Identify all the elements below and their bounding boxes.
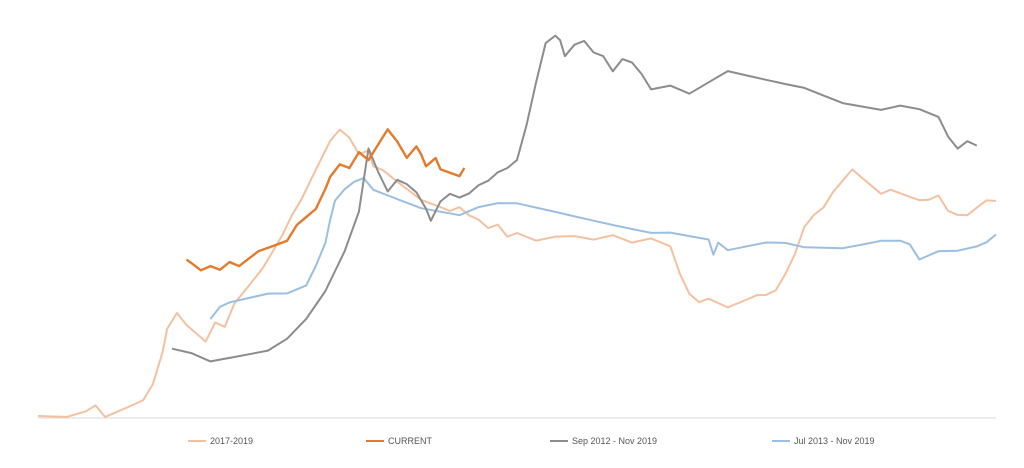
series-line-jul-2013-nov-2019	[209, 177, 997, 320]
series-line-2017-2019	[37, 128, 997, 418]
legend-label-2017-2019: 2017-2019	[210, 436, 253, 446]
legend-item: CURRENT	[366, 436, 433, 446]
series-layer	[37, 34, 997, 418]
legend-label-jul-2013: Jul 2013 - Nov 2019	[794, 436, 875, 446]
legend-item: Jul 2013 - Nov 2019	[772, 436, 875, 446]
legend: 2017-2019 CURRENT Sep 2012 - Nov 2019 Ju…	[188, 436, 875, 446]
series-line-sep-2012-nov-2019	[171, 34, 978, 363]
plot-area	[37, 34, 997, 419]
legend-item: Sep 2012 - Nov 2019	[550, 436, 657, 446]
series-line-current	[185, 128, 466, 272]
legend-label-current: CURRENT	[388, 436, 433, 446]
legend-item: 2017-2019	[188, 436, 253, 446]
legend-label-sep-2012: Sep 2012 - Nov 2019	[572, 436, 657, 446]
